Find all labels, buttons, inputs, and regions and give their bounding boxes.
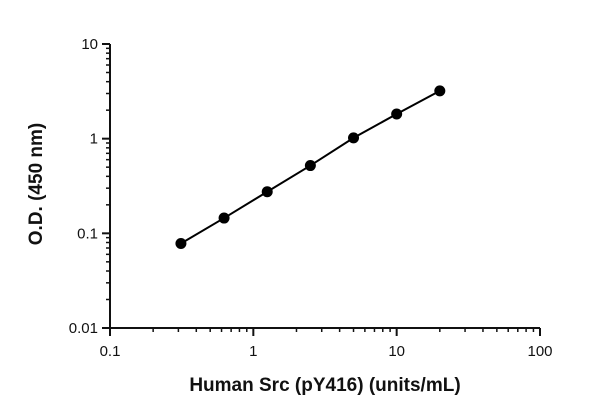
x-tick-label: 0.1 bbox=[100, 343, 121, 360]
data-point bbox=[434, 85, 446, 97]
x-tick-label: 10 bbox=[388, 343, 405, 360]
data-point bbox=[391, 108, 403, 120]
x-tick-label: 100 bbox=[527, 343, 552, 360]
data-point bbox=[261, 186, 273, 198]
y-tick-label: 0.01 bbox=[69, 320, 98, 337]
y-tick-label: 1 bbox=[90, 131, 98, 148]
y-tick-label: 0.1 bbox=[77, 225, 98, 242]
y-axis-title: O.D. (450 nm) bbox=[26, 123, 47, 245]
data-point bbox=[175, 238, 187, 250]
data-point bbox=[218, 212, 230, 224]
x-axis-title: Human Src (pY416) (units/mL) bbox=[189, 375, 460, 396]
data-point bbox=[348, 132, 360, 144]
plot-area bbox=[175, 85, 446, 250]
data-point bbox=[304, 160, 316, 172]
y-tick-label: 10 bbox=[81, 36, 98, 53]
x-tick-label: 1 bbox=[249, 343, 257, 360]
